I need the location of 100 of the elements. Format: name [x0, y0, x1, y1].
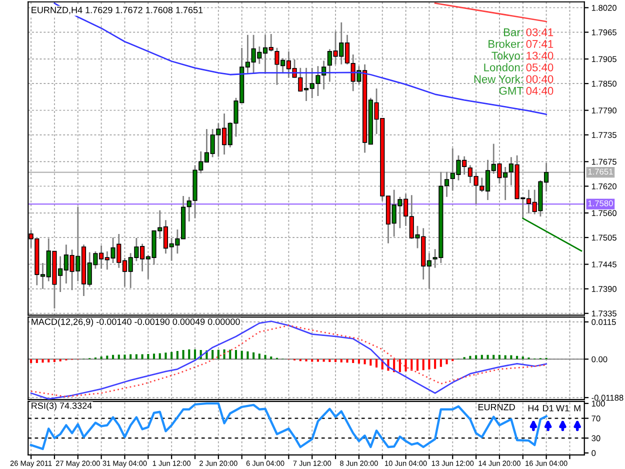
bar	[480, 354, 483, 360]
annotation: Bar:	[504, 28, 522, 36]
bar	[147, 354, 150, 360]
y-tick-label: 100	[592, 400, 605, 407]
bar	[446, 359, 448, 364]
bar	[212, 350, 214, 360]
bar	[188, 349, 190, 360]
bar	[352, 359, 354, 364]
y-tick-label: 1.7620	[592, 183, 616, 190]
y-tick-label: 0.0115	[592, 319, 616, 325]
y-tick-label: 1.7735	[592, 132, 616, 138]
y-tick-label: 1.7335	[592, 310, 616, 316]
bar	[141, 354, 144, 360]
annotation: London:	[484, 63, 522, 72]
y-tick-label: 70	[592, 415, 600, 422]
y-tick-label: 0	[592, 450, 596, 456]
bar	[498, 354, 500, 360]
y-tick-label: 1.7675	[592, 158, 616, 165]
bar	[398, 359, 401, 372]
bar	[375, 359, 378, 368]
bar	[252, 352, 255, 360]
y-tick-label: 30	[592, 435, 600, 442]
candlestick	[444, 171, 450, 198]
y-tick-label: 1.7905	[592, 56, 616, 62]
annotation: GMT	[499, 86, 524, 95]
annotation: 13:40	[526, 52, 554, 60]
bar	[234, 350, 238, 360]
bar	[36, 359, 38, 364]
bar	[135, 354, 138, 360]
bar	[30, 359, 32, 364]
annotation: 03:41	[526, 28, 554, 36]
annotation: Broker:	[488, 40, 522, 48]
y-tick-label: 1.7505	[592, 234, 616, 241]
y-tick-label: -0.01188	[592, 394, 624, 401]
bar	[118, 354, 120, 360]
bar	[112, 354, 114, 360]
bar	[422, 359, 424, 370]
bar	[504, 355, 506, 360]
bar	[370, 359, 372, 366]
bar	[100, 356, 102, 360]
y-tick-label: 1.7445	[592, 262, 616, 268]
bar	[270, 356, 272, 360]
bar	[404, 359, 407, 372]
bar	[311, 359, 314, 362]
y-tick-label: 1.7560	[592, 210, 616, 216]
chart-title: EURNZD,H4 1.7629 1.7672 1.7608 1.7651	[32, 6, 203, 14]
bar	[364, 359, 366, 364]
annotation: New York:	[474, 74, 522, 84]
bar	[182, 350, 184, 360]
bar	[258, 354, 260, 360]
bar	[130, 354, 132, 360]
chart-title: MACD(12,26,9) -0.00140 -0.00190 0.00049 0.00000	[32, 318, 240, 327]
annotation: 07:41	[526, 40, 554, 48]
bar	[492, 354, 495, 360]
bar	[158, 353, 161, 360]
bar	[510, 355, 512, 360]
bar	[486, 354, 489, 360]
annotation: M	[574, 405, 580, 412]
ref-line-label: 1.7651	[588, 168, 613, 175]
chart-title: RSI(3) 74.3324	[32, 402, 92, 411]
annotation: H4	[528, 405, 539, 412]
bar	[346, 359, 348, 363]
bar	[229, 350, 232, 360]
y-tick-label: 1.7965	[592, 29, 616, 36]
bar	[194, 349, 196, 360]
bar	[170, 352, 173, 360]
bar	[434, 359, 436, 369]
bar	[410, 359, 413, 371]
bar	[334, 359, 337, 362]
bar	[328, 359, 331, 362]
bar	[164, 352, 167, 360]
bar	[475, 355, 478, 360]
annotation: 05:40	[526, 63, 554, 72]
bar	[176, 351, 178, 360]
bar	[322, 359, 325, 362]
bar	[124, 354, 126, 360]
bar	[106, 356, 108, 360]
annotation: D1	[543, 405, 554, 412]
bar	[416, 359, 419, 371]
bar	[53, 359, 56, 362]
bar	[264, 354, 266, 360]
bar	[440, 359, 442, 367]
annotation: 00:40	[526, 75, 554, 84]
bar	[358, 359, 360, 364]
bar	[240, 350, 243, 360]
bar	[48, 359, 50, 362]
bar	[316, 359, 319, 362]
bar	[42, 359, 44, 363]
annotation: Tokyo:	[492, 51, 522, 62]
bar	[428, 359, 430, 370]
bar	[152, 354, 156, 360]
ref-line-label: 1.7580	[588, 200, 613, 206]
y-tick-label: 1.7390	[592, 286, 616, 292]
y-tick-label: 1.8020	[592, 4, 616, 11]
bar	[217, 350, 220, 360]
bar	[246, 351, 249, 360]
annotation: EURNZD	[478, 404, 515, 410]
annotation: W1	[556, 405, 570, 412]
y-tick-label: 1.7850	[592, 80, 616, 87]
annotation: 04:40	[526, 86, 554, 95]
